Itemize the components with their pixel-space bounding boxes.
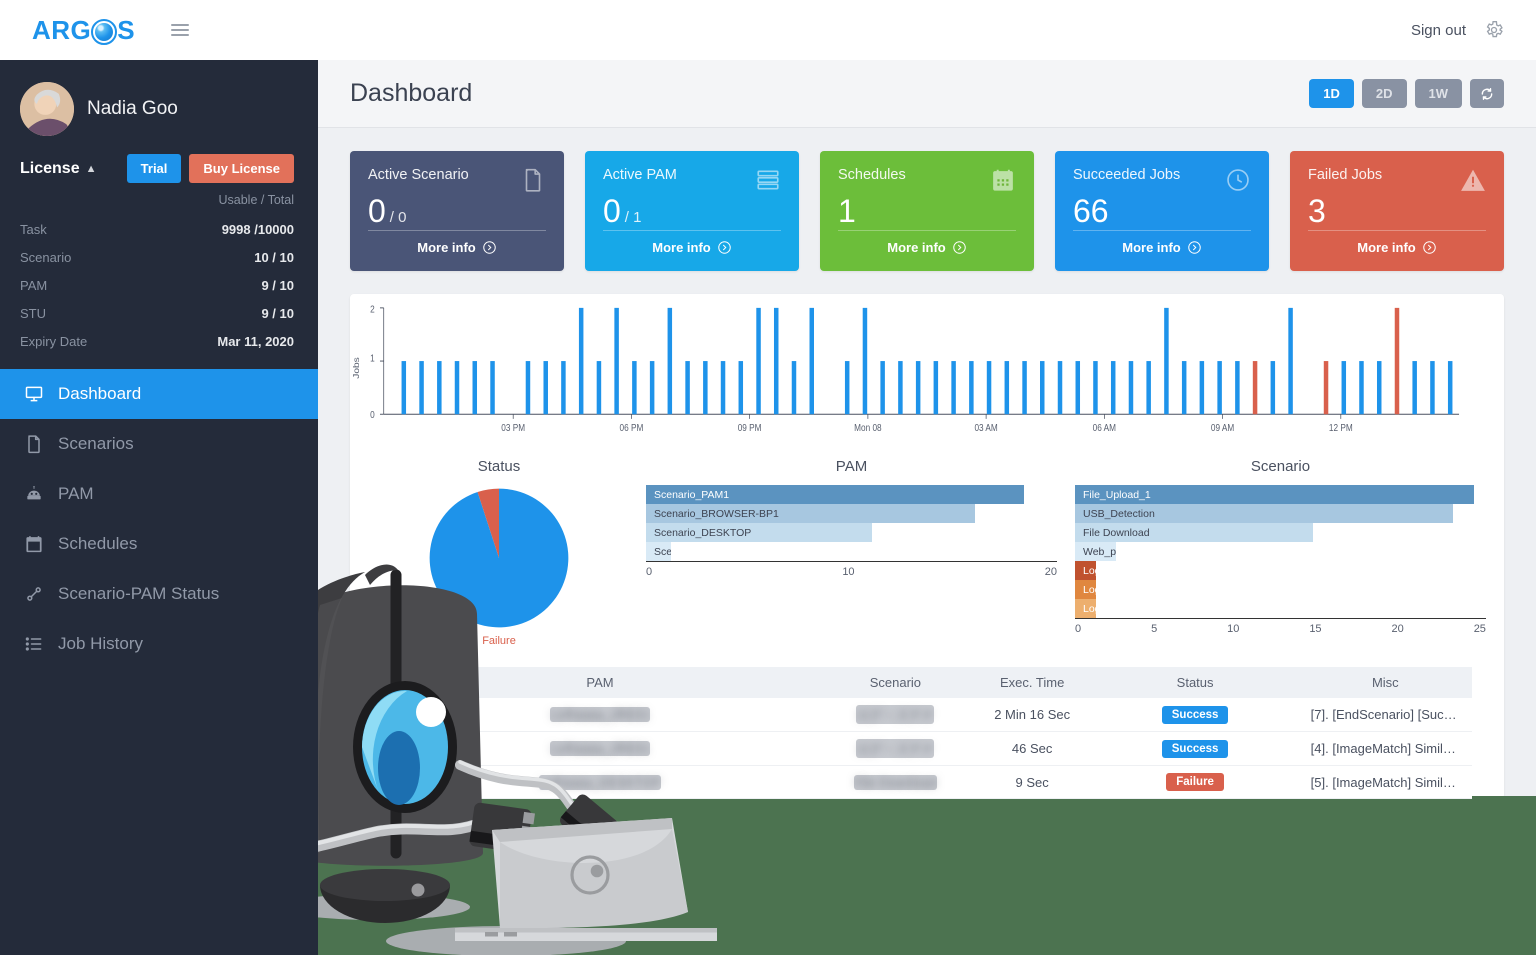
svg-text:06 PM: 06 PM	[620, 422, 644, 433]
svg-text:2: 2	[370, 304, 375, 315]
svg-text:03 AM: 03 AM	[974, 422, 997, 433]
svg-text:Jobs: Jobs	[352, 357, 361, 379]
svg-text:06 AM: 06 AM	[1093, 422, 1116, 433]
svg-text:12 PM: 12 PM	[1329, 422, 1353, 433]
svg-text:03 PM: 03 PM	[501, 422, 525, 433]
svg-text:09 AM: 09 AM	[1211, 422, 1234, 433]
svg-text:09 PM: 09 PM	[738, 422, 762, 433]
svg-text:1: 1	[370, 353, 375, 364]
svg-text:Mon 08: Mon 08	[854, 422, 881, 433]
svg-text:0: 0	[370, 409, 375, 420]
